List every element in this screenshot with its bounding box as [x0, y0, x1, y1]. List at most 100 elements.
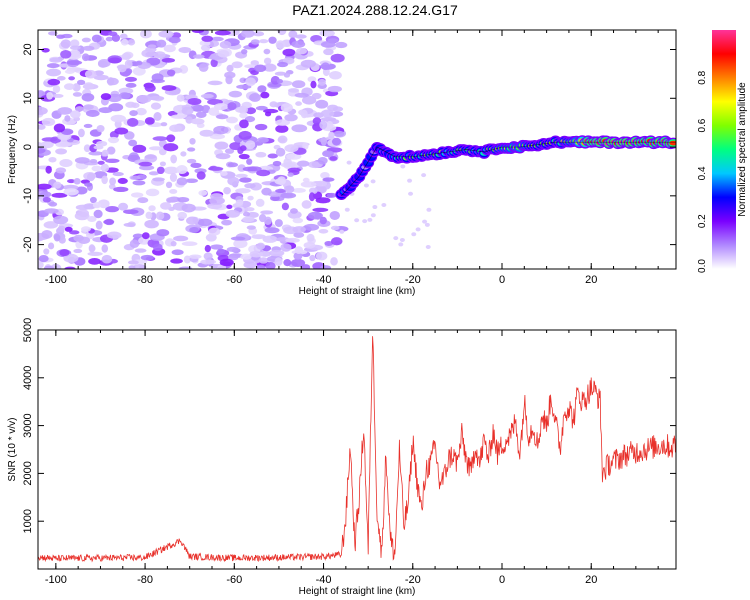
spectrogram-xtick-label: -100 — [45, 274, 67, 286]
noise-cell — [425, 244, 431, 249]
noise-cell — [106, 146, 116, 155]
noise-cell — [82, 45, 95, 51]
noise-cell — [318, 229, 329, 234]
noise-cell — [51, 192, 68, 198]
noise-cell — [201, 104, 211, 114]
noise-cell — [135, 60, 143, 66]
noise-cell — [319, 120, 328, 130]
noise-cell — [264, 111, 272, 117]
spectrogram-cells — [38, 30, 676, 269]
noise-cell — [60, 39, 72, 49]
noise-cell — [242, 211, 251, 217]
noise-cell — [121, 52, 132, 60]
noise-cell — [70, 39, 80, 48]
noise-cell — [267, 83, 282, 88]
noise-cell — [300, 181, 317, 188]
noise-cell — [291, 124, 308, 133]
noise-cell — [69, 49, 81, 58]
noise-cell — [219, 40, 232, 49]
noise-cell — [100, 163, 110, 172]
noise-cell — [250, 39, 260, 45]
noise-cell — [274, 219, 283, 228]
noise-cell — [244, 64, 257, 69]
noise-cell — [63, 253, 79, 263]
noise-cell — [153, 112, 162, 121]
spectrogram-xtick-label: -80 — [137, 274, 153, 286]
noise-cell — [87, 216, 97, 223]
noise-cell — [48, 242, 55, 250]
noise-cell — [130, 192, 144, 198]
noise-cell — [280, 192, 297, 199]
noise-cell — [186, 158, 197, 164]
noise-cell — [88, 151, 103, 156]
noise-cell — [93, 70, 104, 76]
noise-cell — [57, 225, 66, 231]
noise-cell — [40, 191, 52, 198]
noise-cell — [93, 74, 109, 81]
noise-cell — [251, 234, 266, 240]
noise-cell — [149, 95, 165, 101]
noise-cell — [66, 60, 83, 66]
noise-cell — [125, 68, 133, 75]
noise-cell — [254, 123, 268, 131]
noise-cell — [46, 63, 60, 69]
noise-cell — [83, 144, 91, 153]
noise-cell — [265, 262, 276, 269]
noise-cell — [244, 207, 255, 212]
noise-cell — [329, 156, 338, 161]
colorbar-tick-label: 0.4 — [697, 166, 708, 180]
noise-cell — [399, 237, 405, 242]
noise-cell — [178, 47, 192, 54]
noise-cell — [145, 211, 153, 220]
noise-cell — [331, 137, 342, 146]
noise-cell — [114, 127, 129, 135]
noise-cell — [156, 39, 167, 48]
noise-cell — [101, 244, 109, 253]
noise-cell — [330, 257, 338, 266]
noise-cell — [145, 188, 160, 197]
noise-cell — [132, 180, 146, 186]
noise-cell — [42, 196, 51, 203]
noise-cell — [292, 226, 306, 233]
noise-cell — [214, 30, 231, 36]
noise-cell — [58, 236, 66, 244]
noise-cell — [169, 173, 178, 182]
noise-cell — [124, 59, 133, 69]
noise-cell — [398, 242, 404, 247]
spectrogram-xtick-label: -40 — [316, 274, 332, 286]
noise-cell — [96, 140, 108, 147]
noise-cell — [137, 197, 149, 204]
noise-cell — [264, 227, 280, 234]
noise-cell — [89, 196, 97, 204]
noise-cell — [245, 77, 256, 87]
noise-cell — [240, 30, 255, 38]
noise-cell — [256, 169, 271, 177]
noise-cell — [118, 202, 129, 211]
noise-cell — [275, 124, 289, 133]
noise-cell — [189, 227, 199, 233]
noise-cell — [195, 111, 207, 118]
noise-cell — [128, 139, 138, 147]
noise-cell — [296, 47, 308, 55]
noise-cell — [106, 231, 122, 239]
noise-cell — [219, 258, 234, 267]
noise-cell — [235, 199, 244, 206]
noise-cell — [190, 118, 205, 125]
noise-cell — [73, 234, 84, 242]
snr-ytick-label: 2000 — [22, 461, 34, 485]
noise-cell — [319, 265, 332, 269]
noise-cell — [146, 57, 161, 66]
noise-cell — [125, 101, 137, 108]
noise-cell — [269, 249, 285, 257]
snr-panel: -100 -80 -60 -40 -20 0 20 1000 2000 3000 4000 5000 H… — [7, 318, 677, 597]
noise-cell — [136, 94, 152, 104]
noise-cell — [43, 265, 54, 269]
noise-cell — [64, 226, 73, 232]
noise-cell — [123, 209, 139, 215]
noise-cell — [68, 76, 76, 81]
noise-cell — [110, 114, 126, 123]
noise-cell — [123, 222, 136, 227]
noise-cell — [268, 36, 277, 44]
noise-cell — [260, 210, 274, 215]
noise-cell — [129, 239, 140, 248]
